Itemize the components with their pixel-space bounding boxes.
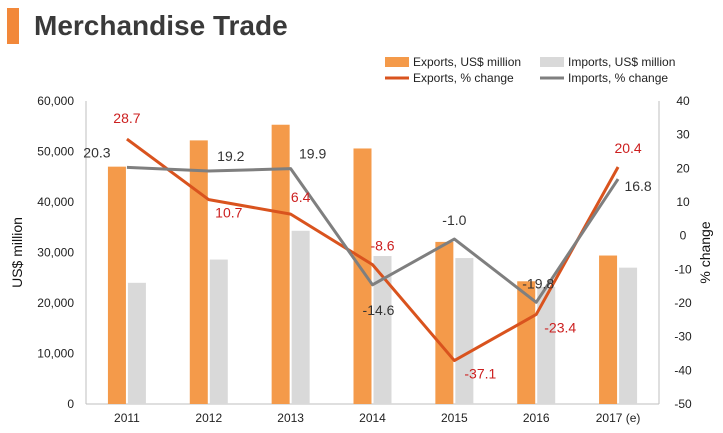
imports-bar <box>127 282 146 404</box>
exports-change-label: 10.7 <box>215 205 242 221</box>
exports-change-label: 28.7 <box>113 110 140 126</box>
x-tick-label: 2013 <box>277 411 304 425</box>
x-tick-label: 2016 <box>523 411 550 425</box>
imports-change-line <box>126 165 620 304</box>
y-tick-label: 20,000 <box>37 296 74 310</box>
y-axis-title: US$ million <box>9 217 25 288</box>
y-tick-label: 40,000 <box>37 195 74 209</box>
legend-exports-bar-swatch <box>385 57 409 67</box>
legend-imports-line-text: Imports, % change <box>568 71 668 85</box>
y2-tick-label: -10 <box>674 262 692 276</box>
imports-change-label: -19.8 <box>522 275 554 291</box>
imports-bar <box>291 230 310 404</box>
exports-bar <box>189 140 208 404</box>
y2-tick-label: 0 <box>680 229 687 243</box>
legend-imports-bar-text: Imports, US$ million <box>568 55 675 69</box>
exports-change-line <box>126 137 620 363</box>
y2-tick-label: 40 <box>676 94 690 108</box>
exports-change-label: -8.6 <box>370 238 394 254</box>
legend-exports-bar-text: Exports, US$ million <box>413 55 521 69</box>
legend-exports-line-text: Exports, % change <box>413 71 514 85</box>
imports-bar <box>537 286 556 404</box>
y2-tick-label: 20 <box>676 161 690 175</box>
y2-tick-label: -20 <box>674 296 692 310</box>
imports-change-label: -14.6 <box>363 302 395 318</box>
exports-bar <box>271 124 290 405</box>
exports-bar <box>517 281 536 404</box>
x-tick-label: 2011 <box>114 411 140 425</box>
y2-tick-label: -40 <box>674 363 692 377</box>
legend-imports-bar-swatch <box>540 57 564 67</box>
exports-change-label: 6.4 <box>291 189 311 205</box>
exports-bar <box>599 255 618 404</box>
x-tick-label: 2012 <box>195 411 222 425</box>
y-tick-label: 60,000 <box>37 94 74 108</box>
imports-change-label: -1.0 <box>442 212 466 228</box>
y2-axis-title: % change <box>697 221 713 283</box>
exports-change-label: -23.4 <box>544 319 576 335</box>
imports-change-label: 19.9 <box>299 146 326 162</box>
imports-change-label: 20.3 <box>83 144 110 160</box>
page-title: Merchandise Trade <box>34 10 288 41</box>
y2-tick-label: -50 <box>674 397 692 411</box>
y-tick-label: 0 <box>67 397 74 411</box>
y2-tick-label: 30 <box>676 128 690 142</box>
y2-tick-label: 10 <box>676 195 690 209</box>
y-tick-label: 50,000 <box>37 145 74 159</box>
exports-change-label: -37.1 <box>464 366 496 382</box>
exports-bar <box>353 148 372 404</box>
x-tick-label: 2015 <box>441 411 468 425</box>
x-tick-label: 2014 <box>359 411 386 425</box>
exports-bar <box>435 241 454 404</box>
imports-bar <box>373 256 392 404</box>
imports-change-label: 16.8 <box>624 178 651 194</box>
y-tick-label: 10,000 <box>37 347 74 361</box>
imports-bar <box>209 259 228 404</box>
title-accent-bar <box>7 8 19 44</box>
imports-change-label: 19.2 <box>217 148 244 164</box>
exports-change-label: 20.4 <box>614 140 641 156</box>
imports-bar <box>455 258 474 404</box>
exports-bar <box>107 166 126 404</box>
imports-bar <box>619 267 638 404</box>
y2-tick-label: -30 <box>674 330 692 344</box>
y-tick-label: 30,000 <box>37 246 74 260</box>
x-tick-label: 2017 (e) <box>596 411 641 425</box>
